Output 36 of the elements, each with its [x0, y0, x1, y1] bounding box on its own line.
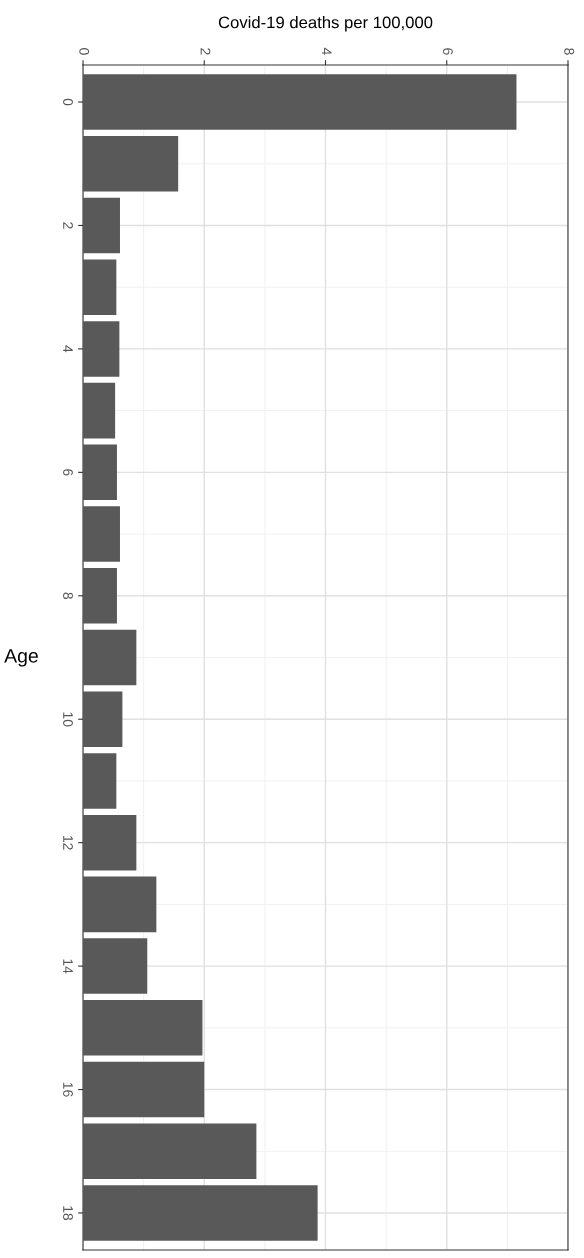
bar	[83, 1061, 205, 1118]
y-axis-title: Age	[4, 649, 38, 667]
bar	[83, 629, 137, 686]
bar	[83, 259, 117, 315]
bar	[83, 691, 123, 747]
y-tick-label: 8	[63, 592, 73, 600]
bar	[83, 1185, 318, 1241]
bar	[83, 1000, 203, 1056]
bar	[83, 74, 517, 130]
y-tick-label: 14	[63, 959, 73, 974]
bar	[83, 382, 116, 439]
y-tick-label: 2	[63, 222, 73, 229]
x-axis-title: Covid-19 deaths per 100,000	[218, 16, 433, 32]
bar	[83, 506, 120, 562]
x-tick-label: 0	[79, 48, 90, 55]
bar	[83, 814, 137, 871]
y-tick-label: 10	[63, 712, 73, 727]
y-tick-label: 12	[63, 835, 73, 850]
bar	[83, 938, 148, 994]
y-tick-label: 6	[63, 469, 73, 476]
bar	[83, 444, 117, 501]
y-tick-label: 18	[63, 1206, 73, 1221]
bar	[83, 1123, 257, 1180]
x-tick-label: 2	[200, 48, 211, 55]
bar	[83, 135, 179, 192]
x-tick-label: 4	[321, 47, 332, 55]
bar	[83, 568, 117, 624]
y-tick-label: 4	[63, 345, 73, 353]
bar	[83, 321, 120, 377]
bar	[83, 876, 157, 933]
y-tick-label: 16	[63, 1082, 73, 1097]
x-tick-label: 8	[564, 48, 575, 55]
y-tick-label: 0	[63, 98, 73, 106]
x-tick-label: 6	[443, 48, 453, 55]
bar	[83, 197, 120, 254]
bar	[83, 753, 117, 809]
